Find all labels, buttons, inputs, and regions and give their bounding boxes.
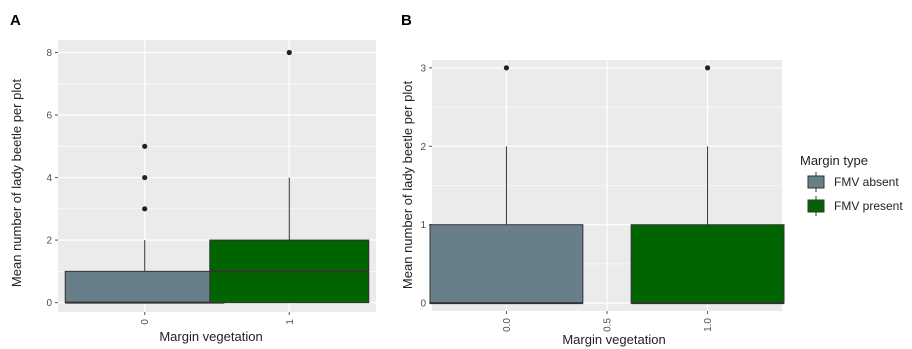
- legend-key-fmv-absent: [807, 175, 825, 189]
- legend: Margin type FMV absent FMV present: [800, 153, 903, 216]
- chart-a: 0 2 4 6 8 0 1: [46, 40, 376, 325]
- chart-a-fmv-absent-outlier: [142, 174, 148, 181]
- legend-item-fmv-present: FMV present: [807, 196, 903, 216]
- chart-a-ytick-label: 4: [46, 173, 52, 184]
- chart-b-ytick-label: 0: [420, 299, 426, 310]
- legend-label-fmv-present: FMV present: [834, 199, 903, 213]
- chart-b-ytick-label: 2: [420, 142, 426, 153]
- chart-a-fmv-present-outlier: [286, 49, 292, 56]
- chart-a-ytick-label: 6: [46, 111, 52, 122]
- chart-b-xtick-label: 0.5: [603, 318, 614, 332]
- panel-letter-a: A: [10, 12, 21, 29]
- chart-a-xlabel: Margin vegetation: [159, 329, 262, 344]
- chart-b-fmv-absent-box: [429, 224, 584, 304]
- chart-b-xtick-label: 0.0: [502, 318, 513, 332]
- chart-a-fmv-absent-outlier: [142, 143, 148, 149]
- legend-item-fmv-absent: FMV absent: [807, 172, 899, 192]
- chart-b-fmv-present-box: [630, 224, 785, 304]
- chart-a-ylabel: Mean number of lady beetle per plot: [9, 79, 24, 288]
- chart-b-ylabel: Mean number of lady beetle per plot: [400, 81, 415, 290]
- legend-title: Margin type: [800, 153, 868, 168]
- chart-b: 0 1 2 3 0.0 0.5 1.0: [420, 60, 785, 332]
- chart-b-ytick-label: 1: [420, 220, 426, 231]
- chart-a-ytick-label: 2: [46, 236, 52, 247]
- chart-a-xtick-label: 0: [140, 319, 151, 325]
- chart-a-fmv-absent-outlier: [142, 206, 148, 212]
- chart-b-fmv-present-outlier: [704, 65, 711, 71]
- chart-a-xtick-label: 1: [285, 319, 296, 325]
- chart-b-xlabel: Margin vegetation: [562, 332, 665, 347]
- legend-key-fmv-present: [807, 199, 825, 213]
- chart-a-ytick-label: 8: [46, 48, 52, 59]
- panel-letter-b: B: [401, 12, 412, 29]
- chart-b-ytick-label: 3: [420, 63, 426, 74]
- chart-b-xtick-label: 1.0: [703, 318, 714, 332]
- chart-a-fmv-absent-box: [64, 270, 225, 304]
- chart-a-ytick-label: 0: [46, 298, 52, 309]
- chart-b-fmv-absent-outlier: [503, 65, 510, 71]
- legend-label-fmv-absent: FMV absent: [834, 175, 899, 189]
